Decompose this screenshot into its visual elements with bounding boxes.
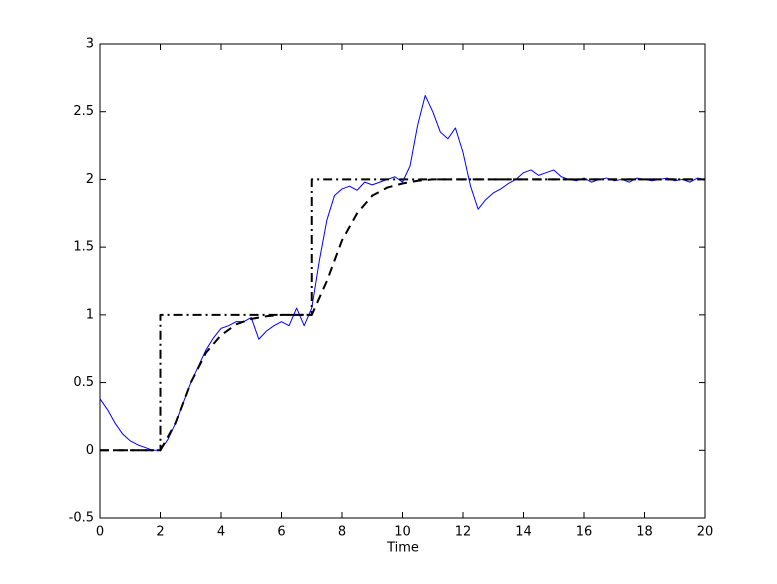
- y-tick-label: 1.5: [73, 240, 94, 255]
- line-series: [99, 94, 706, 451]
- x-tick-label: 20: [697, 525, 714, 540]
- y-tick-label: 2: [86, 172, 94, 187]
- x-tick-label: 16: [576, 525, 593, 540]
- line-series: [100, 178, 705, 452]
- x-tick-label: 10: [394, 525, 411, 540]
- y-tick-label: -0.5: [69, 511, 94, 526]
- plot-box: [99, 43, 706, 519]
- x-axis-label: Time: [386, 541, 419, 556]
- x-tick-label: 14: [515, 525, 532, 540]
- x-tick-label: 4: [217, 525, 225, 540]
- x-tick-label: 8: [338, 525, 346, 540]
- y-tick-label: 1: [86, 307, 94, 322]
- x-tick-label: 18: [636, 525, 653, 540]
- x-tick-label: 6: [277, 525, 285, 540]
- y-tick-label: 3: [86, 37, 94, 52]
- x-tick-label: 12: [455, 525, 472, 540]
- y-tick-label: 0.5: [73, 375, 94, 390]
- x-tick-label: 0: [96, 525, 104, 540]
- x-tick-label: 2: [156, 525, 164, 540]
- y-tick-label: 2.5: [73, 104, 94, 119]
- y-tick-label: 0: [86, 443, 94, 458]
- line-series: [100, 178, 705, 452]
